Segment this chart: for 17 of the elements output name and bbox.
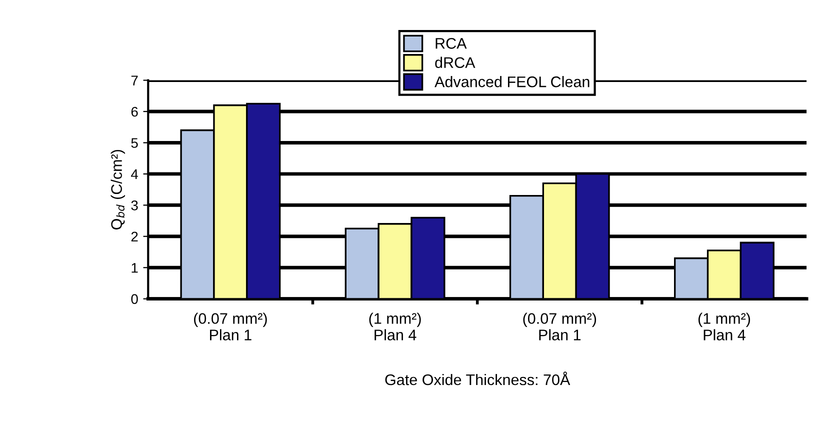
- x-axis-title: Gate Oxide Thickness: 70Å: [385, 372, 570, 386]
- y-tick-label: 6: [131, 106, 138, 117]
- y-tick-label: 0: [131, 294, 138, 304]
- x-tick-label: (0.07 mm²) Plan 1: [194, 312, 267, 340]
- y-tick-label: 1: [132, 263, 138, 273]
- x-tick-label: (0.07 mm²) Plan 1: [523, 312, 596, 340]
- legend-label: dRCA: [435, 56, 476, 68]
- y-tick-label: 4: [131, 169, 138, 179]
- y-tick-label: 7: [131, 76, 138, 86]
- y-tick-label: 3: [131, 200, 138, 210]
- legend-label: RCA: [436, 38, 467, 49]
- y-tick-label: 5: [131, 138, 138, 148]
- legend-label: Advanced FEOL Clean: [434, 76, 590, 88]
- y-axis-title: Q$_{bd}$ (C/cm²): [110, 150, 126, 230]
- y-tick-label: 2: [131, 232, 138, 242]
- x-tick-label: (1 mm²) Plan 4: [698, 312, 750, 340]
- x-tick-label: (1 mm²) Plan 4: [369, 312, 421, 340]
